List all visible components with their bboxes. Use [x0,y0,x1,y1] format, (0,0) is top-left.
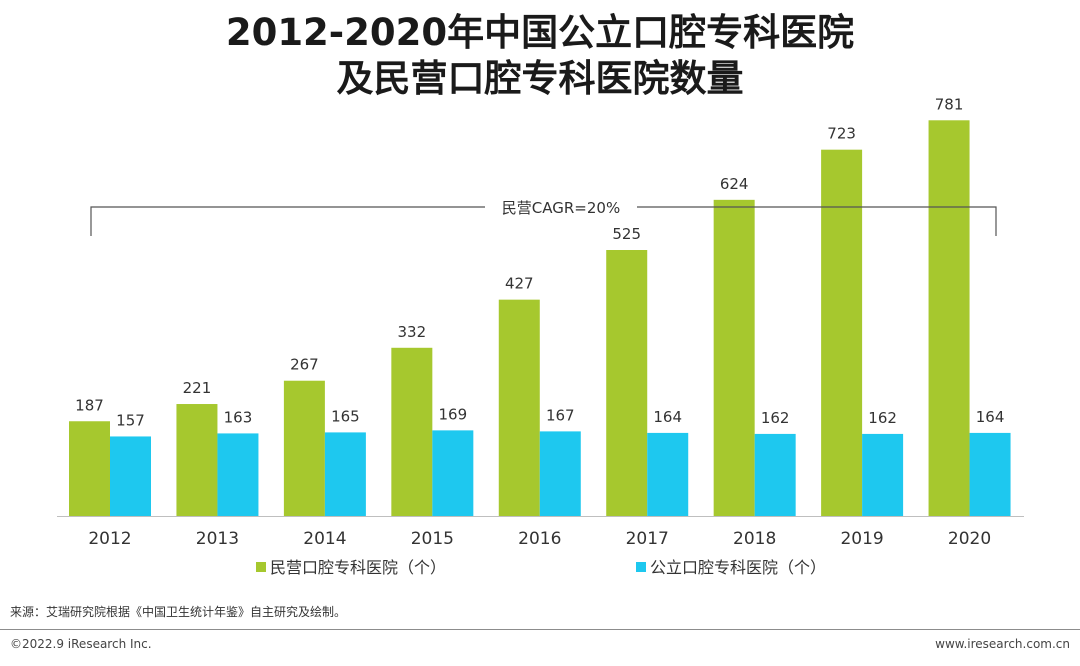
bar-private-2016 [498,299,540,516]
data-label-private-2015: 332 [398,323,427,341]
data-label-private-2018: 624 [720,175,749,193]
data-label-public-2015: 169 [439,405,468,423]
website-url: www.iresearch.com.cn [935,637,1070,651]
bar-public-2016 [539,431,581,516]
bar-public-2018 [754,433,796,516]
data-label-public-2019: 162 [868,409,897,427]
chart-title: 2012-2020年中国公立口腔专科医院 及民营口腔专科医院数量 [0,10,1080,102]
cagr-annotation: 民营CAGR=20% [502,199,620,217]
bar-public-2012 [110,436,151,516]
data-label-public-2014: 165 [331,407,360,425]
legend-public-label: 公立口腔专科医院（个） [650,558,826,577]
x-tick-label-2019: 2019 [840,529,883,549]
data-label-public-2018: 162 [761,409,790,427]
bar-private-2015 [391,347,433,516]
data-label-private-2013: 221 [183,379,212,397]
data-label-private-2019: 723 [827,125,856,143]
bar-public-2014 [324,432,366,516]
legend-private-label: 民营口腔专科医院（个） [270,558,446,577]
bar-public-2020 [969,432,1011,516]
bar-private-2018 [713,199,755,516]
bar-public-2013 [217,433,259,516]
legend-private-swatch [256,562,266,572]
legend-public-swatch [636,562,646,572]
bar-public-2015 [432,430,474,516]
copyright: ©2022.9 iResearch Inc. [10,637,152,651]
bar-private-2019 [821,149,863,516]
x-tick-label-2016: 2016 [518,529,561,549]
bar-private-2014 [283,380,325,516]
x-tick-label-2012: 2012 [88,529,131,549]
data-label-private-2012: 187 [75,396,104,414]
footer-divider [0,629,1080,630]
x-tick-label-2013: 2013 [196,529,239,549]
x-tick-label-2015: 2015 [411,529,454,549]
chart-title-line1: 2012-2020年中国公立口腔专科医院 [225,11,855,54]
data-label-private-2017: 525 [612,225,641,243]
data-label-private-2020: 781 [935,95,964,113]
bar-public-2019 [862,433,904,516]
bar-public-2017 [647,432,689,516]
bar-private-2013 [176,404,218,516]
x-tick-label-2014: 2014 [303,529,346,549]
data-label-public-2013: 163 [224,408,253,426]
data-label-private-2016: 427 [505,275,534,293]
chart-title-line2: 及民营口腔专科医院数量 [336,57,744,100]
bar-private-2020 [928,120,970,516]
data-label-private-2014: 267 [290,356,319,374]
source-note: 来源：艾瑞研究院根据《中国卫生统计年鉴》自主研究及绘制。 [10,605,347,619]
x-tick-label-2017: 2017 [626,529,669,549]
data-label-public-2017: 164 [653,408,682,426]
bar-private-2012 [69,421,110,516]
data-label-public-2020: 164 [976,408,1005,426]
bar-private-2017 [606,250,648,516]
data-label-public-2012: 157 [116,411,145,429]
bar-chart: 187 157 2012 221 163 2013 267 165 2014 332 169 2015… [57,95,1024,577]
data-label-public-2016: 167 [546,406,575,424]
cagr-bracket [90,206,997,236]
x-tick-label-2020: 2020 [948,529,991,549]
x-tick-label-2018: 2018 [733,529,776,549]
